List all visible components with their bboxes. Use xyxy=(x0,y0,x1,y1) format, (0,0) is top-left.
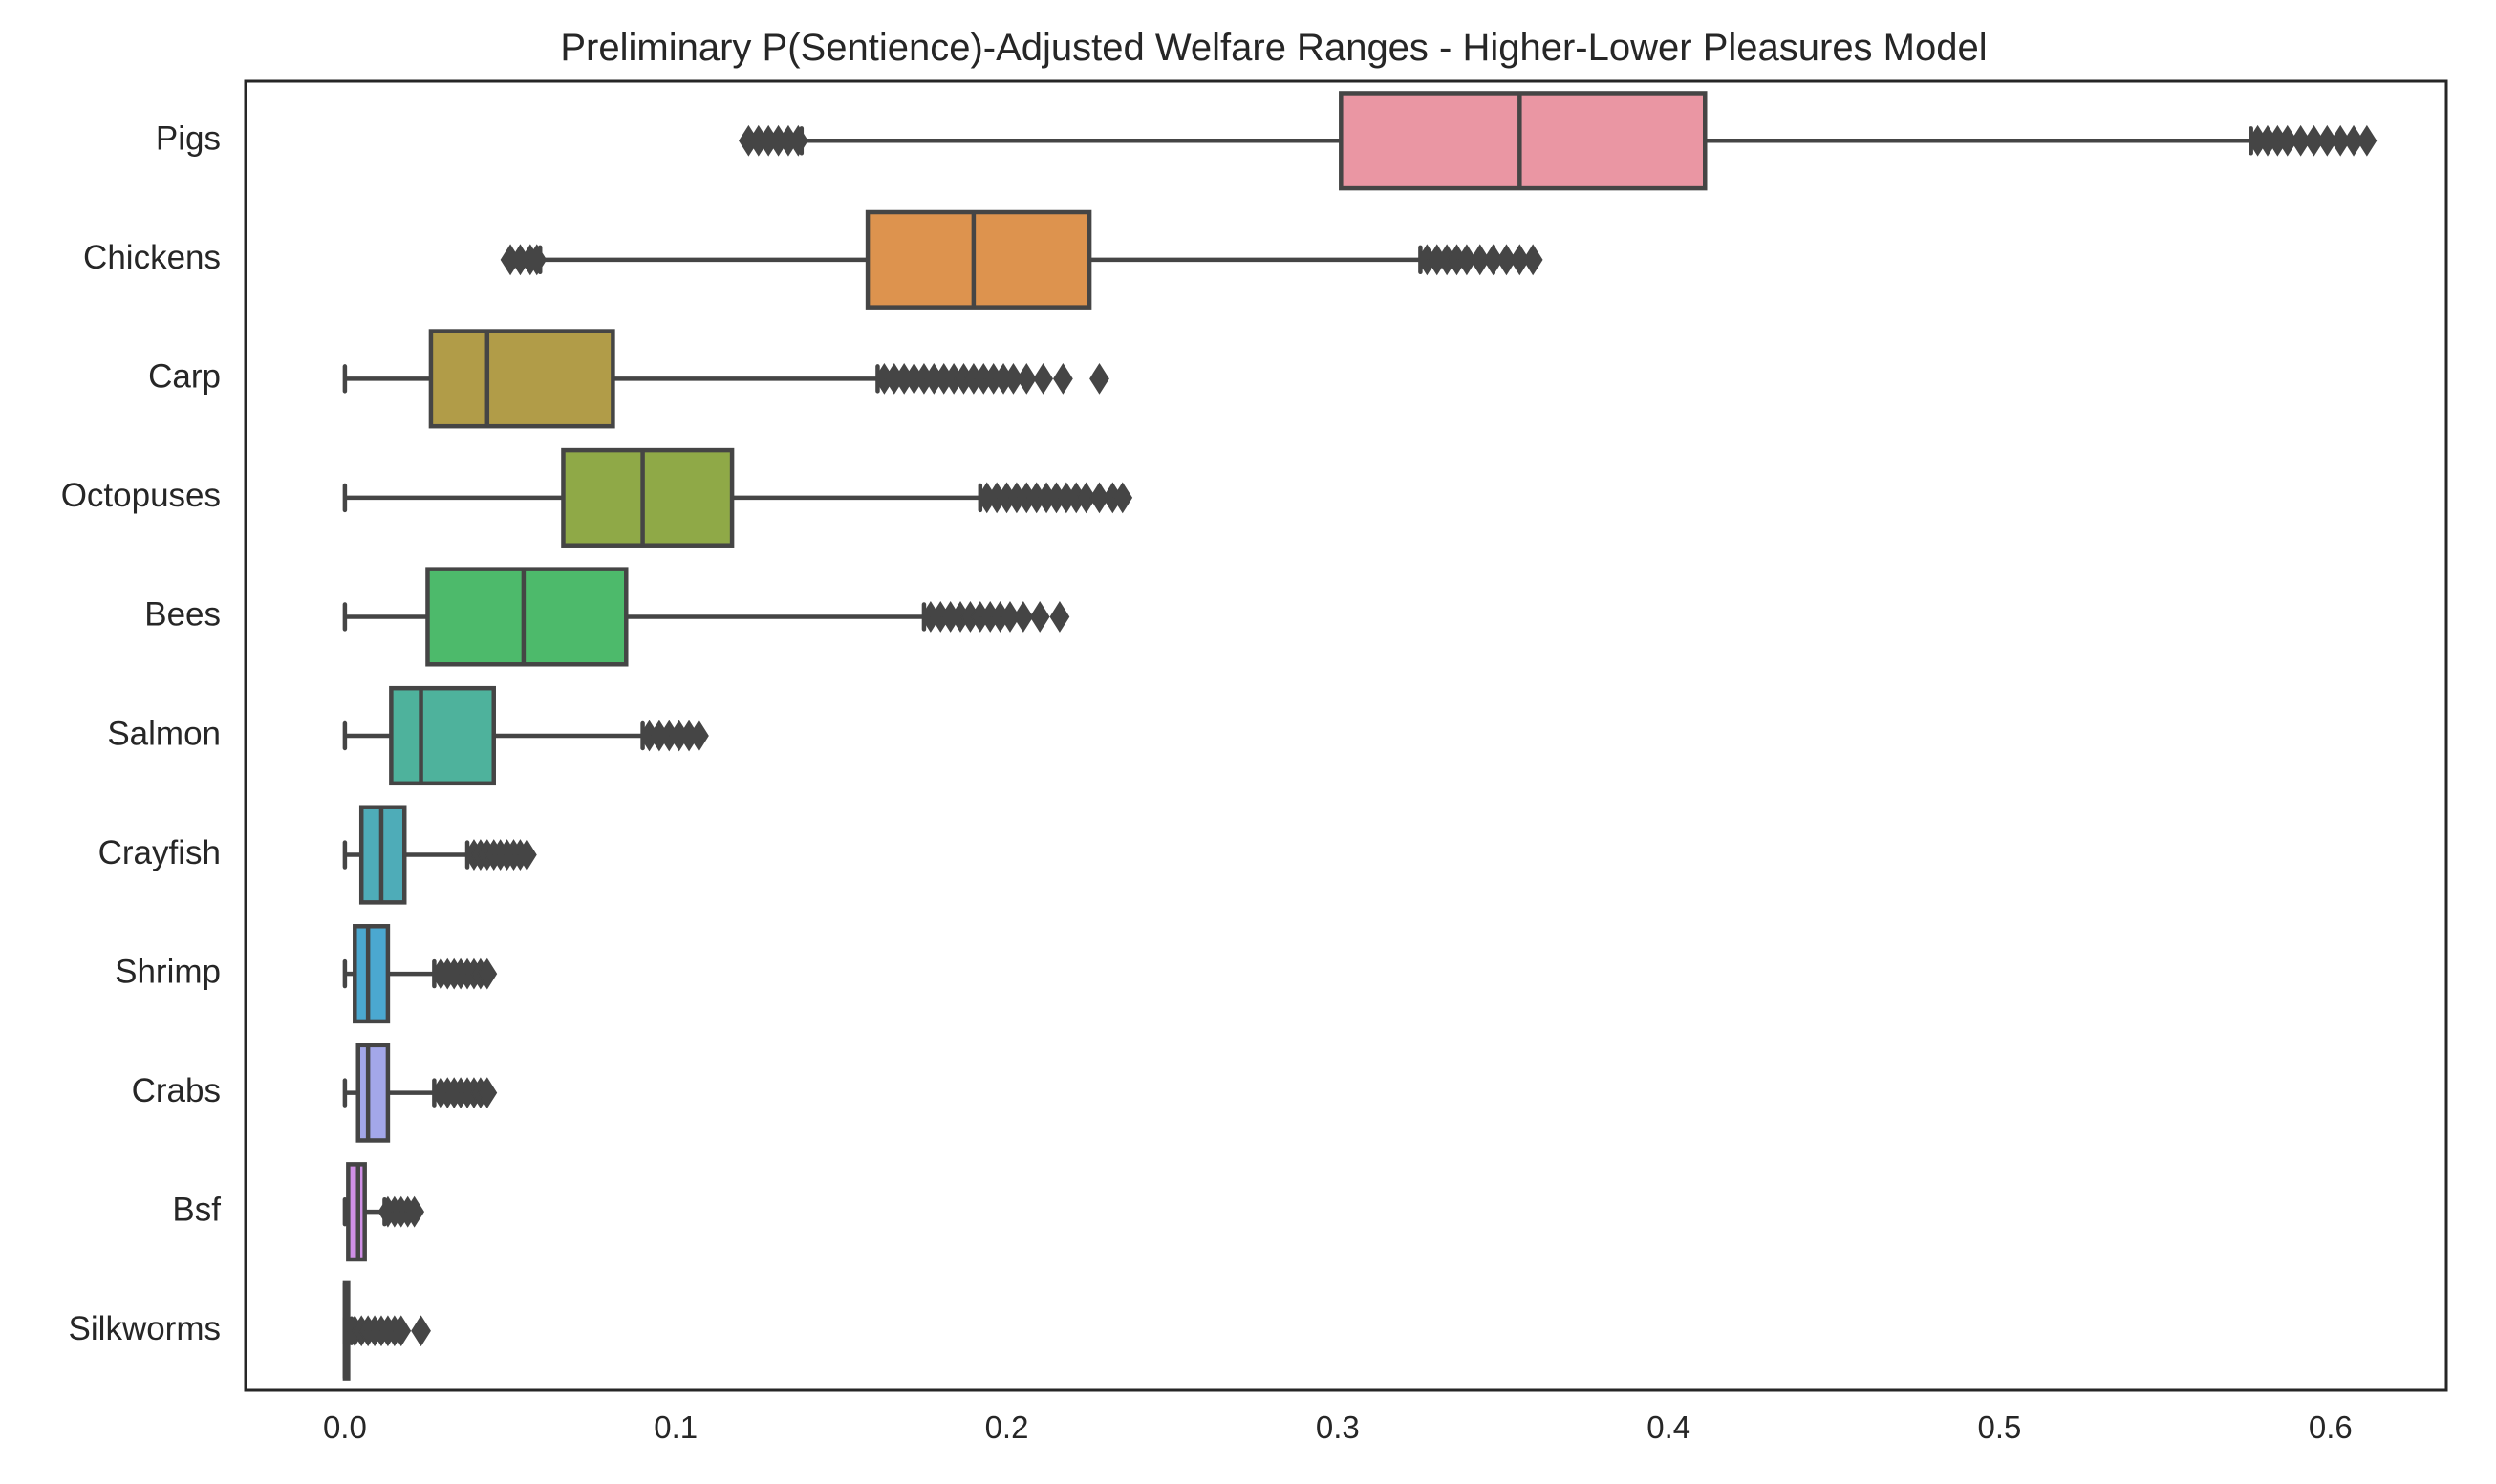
x-tick-label-1: 0.1 xyxy=(654,1409,698,1445)
box-group-carp xyxy=(342,329,1109,429)
outlier-carp-17 xyxy=(1089,362,1109,395)
box-bees xyxy=(425,567,629,667)
category-label-bees: Bees xyxy=(144,596,221,634)
x-tick-label-3: 0.3 xyxy=(1316,1409,1360,1445)
outlier-pigs-9 xyxy=(2277,124,2298,157)
outlier-chickens-3 xyxy=(527,244,548,276)
outlier-chickens-13 xyxy=(1522,244,1543,276)
outlier-pigs-5 xyxy=(787,124,808,157)
plot-frame xyxy=(244,79,2448,1392)
box-pigs xyxy=(1339,91,1708,191)
box-shrimp xyxy=(353,924,391,1024)
outlier-silkworms-7 xyxy=(391,1315,412,1347)
outlier-silkworms-8 xyxy=(411,1315,431,1347)
box-group-crayfish xyxy=(342,805,537,905)
box-chickens xyxy=(865,209,1092,310)
box-crabs xyxy=(355,1043,391,1143)
category-label-shrimp: Shrimp xyxy=(115,953,221,990)
outlier-bees-8 xyxy=(1000,601,1021,633)
outlier-pigs-11 xyxy=(2304,124,2324,157)
outlier-carp-14 xyxy=(1016,362,1037,395)
outlier-chickens-12 xyxy=(1509,244,1530,276)
outlier-chickens-10 xyxy=(1483,244,1503,276)
box-carp xyxy=(428,329,615,429)
category-label-silkworms: Silkworms xyxy=(69,1310,221,1347)
category-label-pigs: Pigs xyxy=(156,120,221,158)
box-group-silkworms xyxy=(342,1280,431,1381)
box-octopuses xyxy=(561,447,735,548)
box-group-bsf xyxy=(342,1162,425,1262)
box-group-pigs xyxy=(739,91,2378,191)
outlier-crayfish-8 xyxy=(516,839,537,871)
outlier-bees-10 xyxy=(1029,601,1050,633)
category-label-carp: Carp xyxy=(148,358,221,396)
outlier-pigs-13 xyxy=(2330,124,2351,157)
category-label-bsf: Bsf xyxy=(172,1191,221,1228)
outlier-shrimp-7 xyxy=(477,957,498,990)
x-axis: 0.0 0.1 0.2 0.3 0.4 0.5 0.6 xyxy=(323,1409,2353,1445)
x-tick-label-4: 0.4 xyxy=(1646,1409,1690,1445)
x-tick-label-5: 0.5 xyxy=(1978,1409,2022,1445)
box-group-salmon xyxy=(342,685,709,786)
category-label-octopuses: Octopuses xyxy=(61,477,221,514)
outlier-chickens-9 xyxy=(1470,244,1491,276)
outlier-carp-13 xyxy=(1003,362,1023,395)
category-label-salmon: Salmon xyxy=(107,715,221,752)
x-tick-label-0: 0.0 xyxy=(323,1409,367,1445)
category-label-chickens: Chickens xyxy=(83,239,221,276)
outlier-chickens-8 xyxy=(1456,244,1477,276)
outlier-bsf-4 xyxy=(404,1195,425,1228)
outlier-bees-11 xyxy=(1049,601,1070,633)
plot-area xyxy=(342,91,2378,1381)
outlier-chickens-11 xyxy=(1496,244,1517,276)
box-group-crabs xyxy=(342,1043,498,1143)
outlier-octopuses-10 xyxy=(1076,482,1097,514)
box-salmon xyxy=(389,685,496,786)
box-group-chickens xyxy=(500,209,1543,310)
category-label-crayfish: Crayfish xyxy=(98,834,221,871)
box-group-shrimp xyxy=(342,924,498,1024)
outlier-pigs-15 xyxy=(2356,124,2378,157)
outlier-pigs-14 xyxy=(2343,124,2364,157)
box-group-bees xyxy=(342,567,1070,667)
outlier-pigs-10 xyxy=(2291,124,2312,157)
outlier-carp-16 xyxy=(1053,362,1073,395)
outlier-bees-9 xyxy=(1013,601,1034,633)
outlier-salmon-5 xyxy=(689,720,709,752)
y-axis: Pigs Chickens Carp Octopuses Bees Salmon Crayf… xyxy=(61,120,222,1347)
x-tick-label-6: 0.6 xyxy=(2309,1409,2353,1445)
x-tick-label-2: 0.2 xyxy=(985,1409,1029,1445)
outlier-octopuses-13 xyxy=(1112,482,1133,514)
outlier-carp-15 xyxy=(1033,362,1054,395)
chart-title: Preliminary P(Sentience)-Adjusted Welfar… xyxy=(560,27,1987,69)
category-label-crabs: Crabs xyxy=(132,1072,221,1109)
outlier-pigs-12 xyxy=(2316,124,2337,157)
outlier-crabs-7 xyxy=(477,1077,498,1109)
box-group-octopuses xyxy=(342,447,1133,548)
outlier-octopuses-11 xyxy=(1089,482,1109,514)
